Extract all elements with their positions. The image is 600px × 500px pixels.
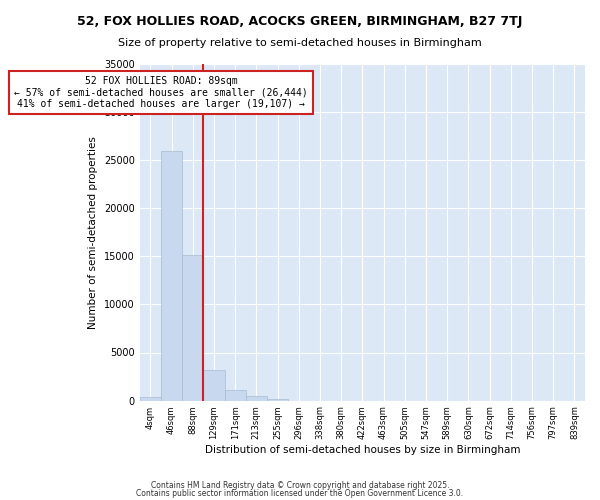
X-axis label: Distribution of semi-detached houses by size in Birmingham: Distribution of semi-detached houses by … — [205, 445, 520, 455]
Bar — [267, 399, 288, 400]
Bar — [182, 256, 203, 400]
Bar — [140, 396, 161, 400]
Y-axis label: Number of semi-detached properties: Number of semi-detached properties — [88, 136, 98, 328]
Text: Contains public sector information licensed under the Open Government Licence 3.: Contains public sector information licen… — [136, 489, 464, 498]
Text: Size of property relative to semi-detached houses in Birmingham: Size of property relative to semi-detach… — [118, 38, 482, 48]
Text: Contains HM Land Registry data © Crown copyright and database right 2025.: Contains HM Land Registry data © Crown c… — [151, 480, 449, 490]
Bar — [161, 150, 182, 400]
Bar — [203, 370, 224, 400]
Text: 52 FOX HOLLIES ROAD: 89sqm
← 57% of semi-detached houses are smaller (26,444)
41: 52 FOX HOLLIES ROAD: 89sqm ← 57% of semi… — [14, 76, 308, 108]
Bar — [224, 390, 246, 400]
Text: 52, FOX HOLLIES ROAD, ACOCKS GREEN, BIRMINGHAM, B27 7TJ: 52, FOX HOLLIES ROAD, ACOCKS GREEN, BIRM… — [77, 15, 523, 28]
Bar — [246, 396, 267, 400]
